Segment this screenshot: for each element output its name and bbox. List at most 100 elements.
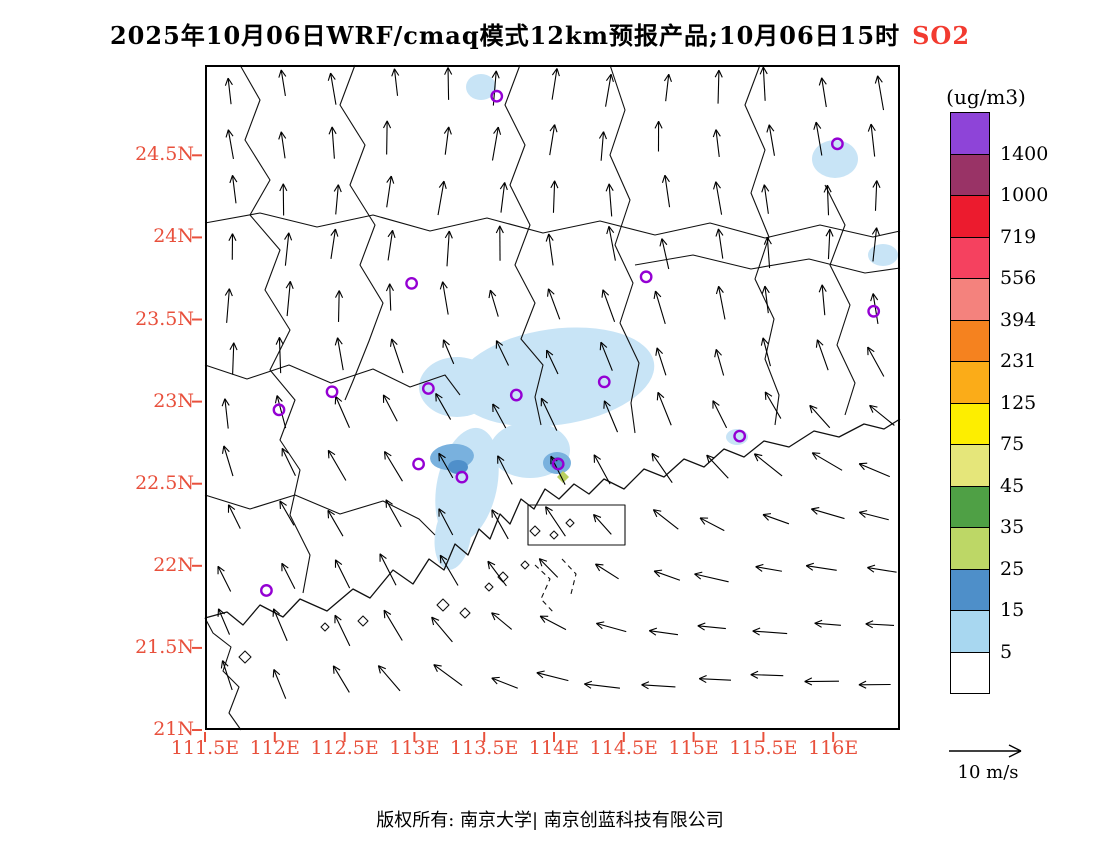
lon-label: 115E (668, 737, 719, 759)
lon-label: 115.5E (729, 737, 798, 759)
station-marker (597, 375, 611, 389)
lon-label: 116E (808, 737, 859, 759)
province-border (204, 364, 461, 396)
province-border (609, 64, 640, 434)
island (320, 622, 330, 632)
station-marker (412, 457, 425, 471)
legend-color-block (950, 568, 990, 611)
island (484, 582, 494, 592)
legend-color-block (950, 651, 990, 694)
geography-layer (204, 64, 901, 731)
province-border (239, 64, 311, 594)
lon-label: 114E (528, 737, 580, 759)
map-area (192, 64, 901, 742)
station-marker (639, 270, 653, 284)
legend-value: 1000 (1000, 184, 1049, 206)
species-label: SO2 (912, 21, 971, 50)
lon-label: 112.5E (310, 737, 379, 759)
lat-label: 23.5N (135, 307, 194, 330)
lat-label: 21.5N (135, 635, 194, 658)
lat-label: 22.5N (135, 471, 194, 494)
island (520, 560, 530, 570)
legend-color-block (950, 402, 990, 445)
station-marker (551, 457, 565, 471)
legend-value: 15 (1000, 599, 1025, 621)
lat-label: 23N (153, 389, 194, 412)
station-marker (421, 382, 435, 395)
province-border (204, 212, 901, 239)
legend-value: 75 (1000, 433, 1025, 455)
legend-value: 556 (1000, 267, 1037, 289)
province-border (504, 64, 544, 426)
wind-reference-label: 10 m/s (957, 762, 1019, 783)
legend-color-block (950, 278, 990, 321)
station-marker (490, 89, 504, 103)
lat-label: 22N (153, 553, 194, 576)
maritime-boundary (534, 564, 556, 615)
station-marker (509, 388, 523, 402)
island (459, 607, 471, 619)
province-border (339, 64, 384, 401)
legend-color-block (950, 527, 990, 570)
province-border (824, 184, 856, 416)
axis-ticks (192, 154, 835, 742)
station-marker (455, 470, 469, 484)
legend-color-block (950, 610, 990, 653)
station-markers (260, 89, 881, 597)
station-marker (867, 304, 881, 318)
legend-color-block (950, 195, 990, 238)
station-marker (405, 276, 419, 290)
province-border (204, 494, 436, 536)
island (357, 615, 369, 627)
island (238, 650, 252, 664)
legend-value: 5 (1000, 640, 1013, 663)
legend-color-block (950, 485, 990, 528)
wind-arrows (217, 66, 897, 699)
island (549, 530, 559, 540)
province-border (634, 254, 901, 274)
legend-color-block (950, 153, 990, 196)
legend-value: 25 (1000, 557, 1025, 580)
legend-color-block (950, 361, 990, 404)
copyright-footer: 版权所有: 南京大学| 南京创蓝科技有限公司 (376, 810, 724, 831)
legend-value: 35 (1000, 516, 1025, 538)
lon-label: 113E (389, 737, 440, 759)
maritime-boundary (561, 558, 577, 595)
province-border (744, 64, 780, 426)
legend-color-block (950, 444, 990, 487)
legend-color-block (950, 236, 990, 279)
lon-label: 111.5E (170, 737, 240, 759)
wind-reference-arrow (949, 744, 1022, 758)
legend-value: 231 (1000, 350, 1037, 372)
lon-label: 113.5E (450, 737, 519, 759)
lat-label: 24N (153, 225, 194, 248)
island (529, 525, 541, 537)
legend-value: 394 (1000, 308, 1037, 331)
legend-value: 45 (1000, 474, 1025, 497)
station-marker (272, 403, 286, 417)
legend-color-block (950, 112, 990, 155)
lon-label: 112E (249, 737, 300, 759)
island (565, 518, 575, 528)
station-marker (325, 385, 339, 399)
legend-value: 125 (1000, 391, 1037, 414)
legend-color-block (950, 319, 990, 362)
title-text: 2025年10月06日WRF/cmaq模式12km预报产品;10月06日15时 (109, 21, 901, 50)
station-marker (830, 137, 844, 151)
legend-title: (ug/m3) (946, 85, 1026, 109)
focus-box (527, 504, 626, 546)
page-title: 2025年10月06日WRF/cmaq模式12km预报产品;10月06日15时 S… (0, 16, 1080, 51)
lat-label: 21N (153, 718, 194, 740)
lat-label: 24.5N (135, 143, 194, 166)
island (436, 598, 450, 612)
coastline (204, 418, 901, 626)
map-canvas (192, 64, 901, 742)
map-border (205, 65, 900, 730)
legend-value: 719 (1000, 225, 1037, 248)
legend-value: 1400 (1000, 142, 1049, 165)
station-marker (733, 429, 747, 443)
station-marker (260, 584, 273, 597)
lon-label: 114.5E (589, 737, 658, 759)
legend-color-bar (950, 112, 990, 694)
